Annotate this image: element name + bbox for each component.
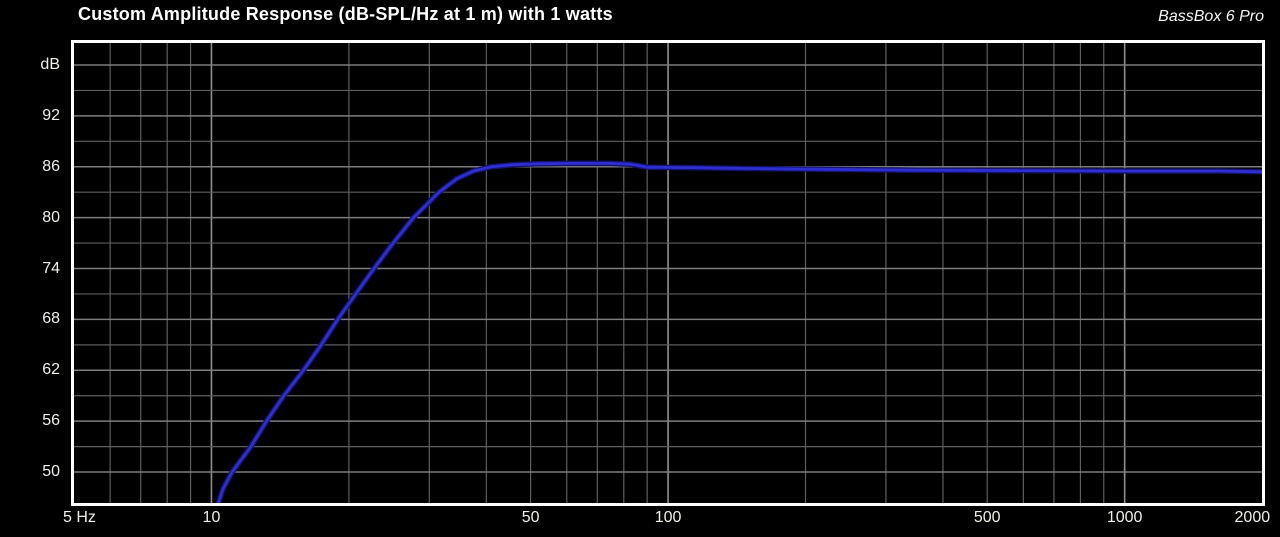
grid-horizontal-lines [74, 64, 1262, 473]
grid-vertical-lines [109, 43, 1126, 503]
y-tick-label: 62 [42, 361, 60, 378]
x-tick-label: 10 [202, 509, 221, 526]
x-tick-label: 2000 [1234, 509, 1271, 526]
brand-label: BassBox 6 Pro [1158, 8, 1264, 25]
y-tick-label: 56 [42, 412, 60, 429]
response-curve-chart [74, 43, 1262, 503]
y-tick-label: 74 [42, 260, 60, 277]
y-tick-label: 86 [42, 158, 60, 175]
y-tick-label: 80 [42, 209, 60, 226]
x-tick-label: 5 Hz [63, 509, 96, 526]
x-tick-label: 100 [654, 509, 682, 526]
y-tick-label: dB [40, 56, 60, 73]
x-tick-label: 500 [973, 509, 1001, 526]
x-tick-label: 1000 [1106, 509, 1143, 526]
y-tick-label: 50 [42, 463, 60, 480]
response-curve [215, 160, 1262, 503]
y-tick-label: 68 [42, 310, 60, 327]
chart-title: Custom Amplitude Response (dB-SPL/Hz at … [78, 4, 613, 24]
y-tick-label: 92 [42, 107, 60, 124]
x-tick-label: 50 [521, 509, 540, 526]
